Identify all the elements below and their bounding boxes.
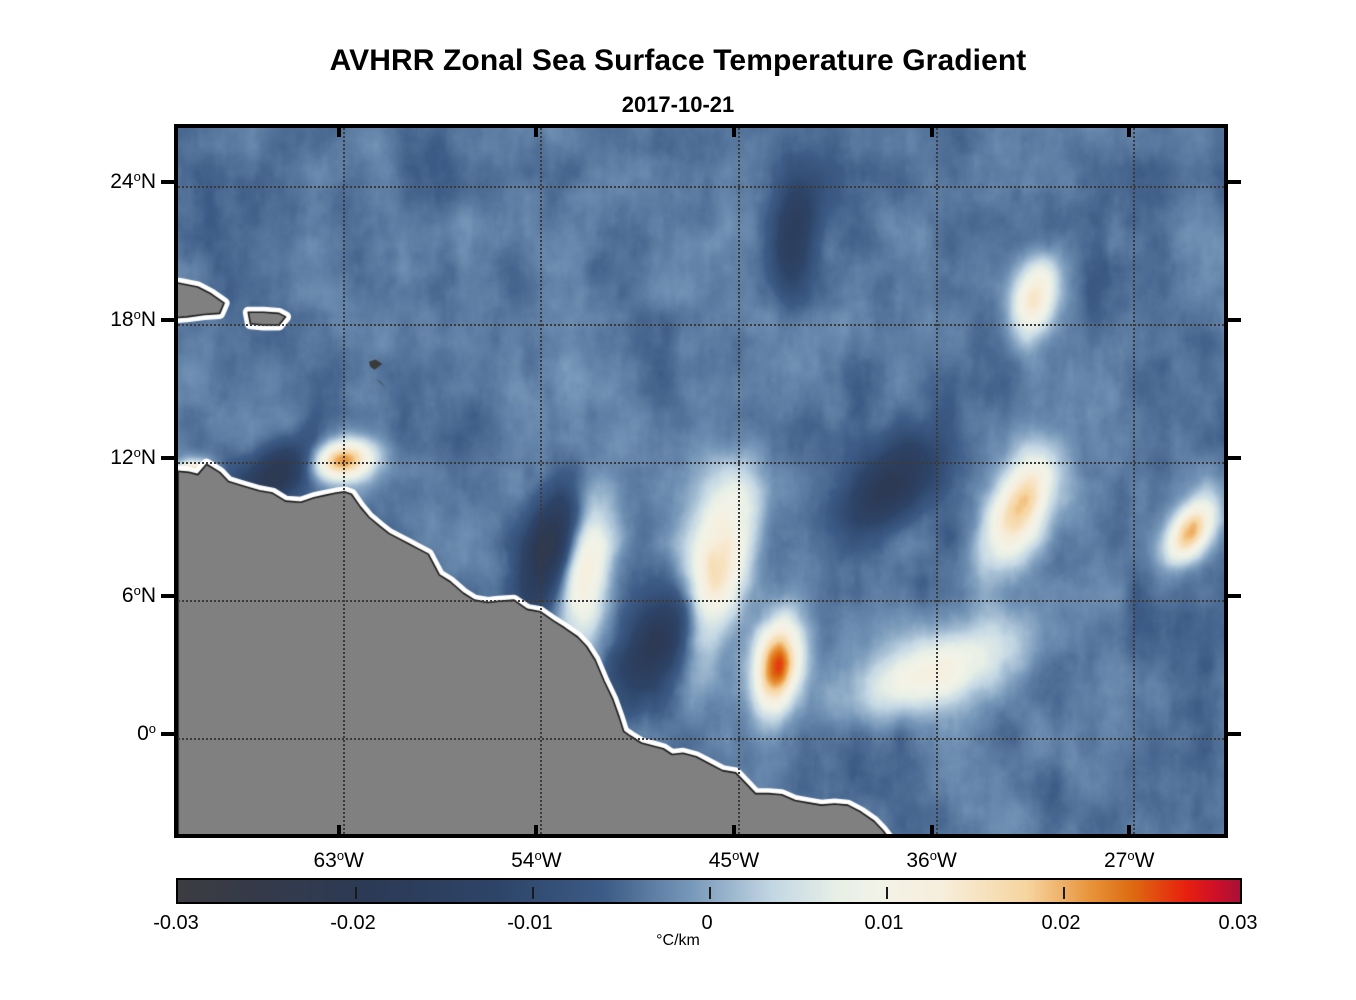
x-tick-top-36 [929, 124, 934, 137]
y-tick-right-18 [1228, 317, 1241, 322]
colorbar-tick-0 [709, 887, 711, 899]
colorbar-tick--0.02 [355, 887, 357, 899]
colorbar-unit-label: °C/km [656, 932, 700, 949]
colorbar-label-0: 0 [701, 912, 713, 934]
colorbar[interactable] [176, 878, 1242, 904]
y-axis-label-6: 6oN [121, 583, 156, 608]
y-axis-label-18: 18oN [110, 306, 156, 331]
x-tick-63 [336, 825, 341, 838]
x-axis-label-54: 54oW [511, 848, 562, 872]
x-tick-top-45 [731, 124, 736, 137]
x-tick-top-54 [534, 124, 539, 137]
colorbar-tick--0.01 [532, 887, 534, 899]
page-title: AVHRR Zonal Sea Surface Temperature Grad… [329, 44, 1027, 77]
map-plot-area[interactable] [174, 124, 1228, 838]
colorbar-label--0.03: -0.03 [153, 912, 199, 934]
figure-subtitle: 2017-10-21 [621, 92, 735, 117]
y-tick-right-12 [1228, 455, 1241, 460]
y-tick-18 [161, 317, 174, 322]
y-tick-12 [161, 455, 174, 460]
colorbar-label-0.02: 0.02 [1041, 912, 1081, 934]
y-tick-right-24 [1228, 179, 1241, 184]
x-tick-45 [731, 825, 736, 838]
y-tick-0 [161, 732, 174, 737]
y-axis-label-12: 12oN [110, 444, 156, 469]
x-tick-36 [929, 825, 934, 838]
x-tick-27 [1127, 825, 1132, 838]
y-tick-right-6 [1228, 594, 1241, 599]
y-axis-label-24: 24oN [110, 168, 156, 193]
y-tick-right-0 [1228, 732, 1241, 737]
x-axis-label-27: 27oW [1103, 848, 1155, 872]
x-axis-label-63: 63oW [313, 848, 364, 872]
x-axis-label-36: 36oW [906, 848, 957, 872]
x-tick-top-63 [336, 124, 341, 137]
x-axis-label-45: 45oW [708, 848, 760, 872]
x-tick-top-27 [1127, 124, 1132, 137]
colorbar-tick-0.02 [1063, 887, 1065, 899]
colorbar-label--0.01: -0.01 [507, 912, 553, 934]
colorbar-label-0.01: 0.01 [864, 912, 904, 934]
colorbar-label--0.02: -0.02 [330, 912, 376, 934]
y-axis-label-0: 0o [137, 721, 156, 746]
y-tick-6 [161, 594, 174, 599]
land-mask-overlay [178, 128, 1224, 834]
x-tick-54 [534, 825, 539, 838]
colorbar-tick-0.01 [886, 887, 888, 899]
colorbar-label-0.03: 0.03 [1218, 912, 1258, 934]
y-tick-24 [161, 179, 174, 184]
